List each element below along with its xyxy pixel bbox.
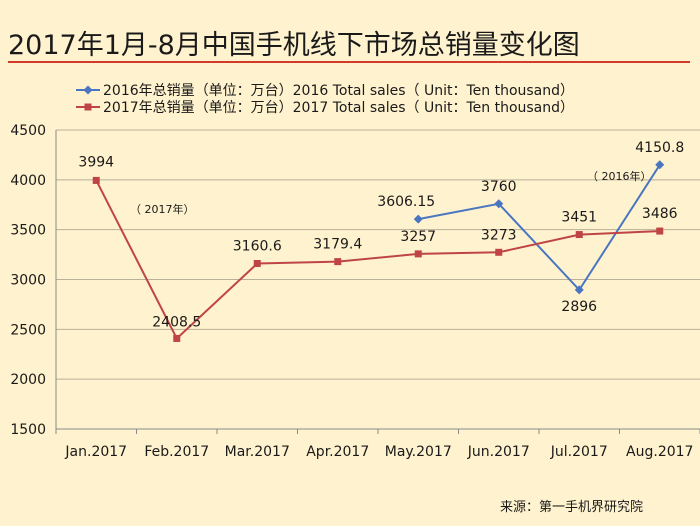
x-tick-label: Apr.2017 — [306, 444, 369, 460]
data-point — [495, 248, 503, 256]
x-tick-label: Jan.2017 — [64, 444, 127, 460]
legend-label: 2016年总销量（单位：万台）2016 Total sales（ Unit：Te… — [103, 83, 574, 99]
data-label: 3606.15 — [377, 194, 435, 210]
source-note: 来源：第一手机界研究院 — [500, 500, 643, 515]
x-tick-label: Mar.2017 — [225, 444, 290, 460]
data-point — [173, 334, 181, 342]
data-point — [575, 231, 583, 239]
y-tick-label: 3500 — [10, 223, 46, 239]
legend-label: 2017年总销量（单位：万台）2017 Total sales（ Unit：Te… — [103, 100, 574, 116]
data-label: 3257 — [400, 229, 436, 245]
series-layer — [92, 160, 665, 342]
series-line-1 — [95, 179, 660, 341]
data-label: 3273 — [481, 227, 517, 243]
data-label: 3451 — [561, 210, 597, 226]
y-tick-label: 4000 — [10, 173, 46, 189]
data-point — [92, 176, 100, 184]
data-point — [494, 199, 504, 209]
data-label: 4150.8 — [635, 140, 684, 156]
x-tick-label: Aug.2017 — [626, 444, 693, 460]
data-label: 2408.5 — [152, 314, 201, 330]
data-point — [253, 259, 261, 267]
legend: 2016年总销量（单位：万台）2016 Total sales（ Unit：Te… — [76, 83, 574, 116]
data-point — [655, 160, 665, 170]
annotation-2016: （ 2016年） — [587, 169, 652, 183]
data-point — [574, 285, 584, 295]
y-tick-label: 2500 — [10, 322, 46, 338]
axes: 1500 2000 2500 3000 3500 4000 4500 Jan.2017 Feb.… — [10, 123, 700, 460]
chart-title: 2017年1月-8月中国手机线下市场总销量变化图 — [8, 30, 580, 61]
annotation-2017: （ 2017年） — [130, 202, 195, 216]
y-tick-label: 2000 — [10, 372, 46, 388]
data-label: 3486 — [642, 206, 678, 222]
x-tick-label: May.2017 — [385, 444, 452, 460]
data-label: 3760 — [481, 179, 517, 195]
legend-marker — [84, 103, 92, 111]
y-tick-label: 1500 — [10, 422, 46, 438]
data-point — [413, 214, 423, 224]
data-label: 3160.6 — [233, 238, 282, 254]
x-tick-label: Jun.2017 — [467, 444, 530, 460]
x-tick-label: Feb.2017 — [144, 444, 209, 460]
grid — [56, 129, 700, 380]
data-point — [656, 227, 664, 235]
data-label: 3179.4 — [313, 237, 362, 253]
y-tick-label: 4500 — [10, 123, 46, 139]
series-line-0 — [418, 164, 661, 292]
y-tick-label: 3000 — [10, 273, 46, 289]
legend-marker — [83, 85, 93, 95]
data-point — [414, 250, 422, 258]
data-labels: 3606.15 3760 2896 4150.8 3994 2408.5 3160.6 317… — [78, 140, 684, 331]
x-tick-label: Jul.2017 — [550, 444, 608, 460]
data-label: 2896 — [561, 299, 597, 315]
data-point — [334, 258, 342, 266]
data-label: 3994 — [78, 154, 114, 170]
